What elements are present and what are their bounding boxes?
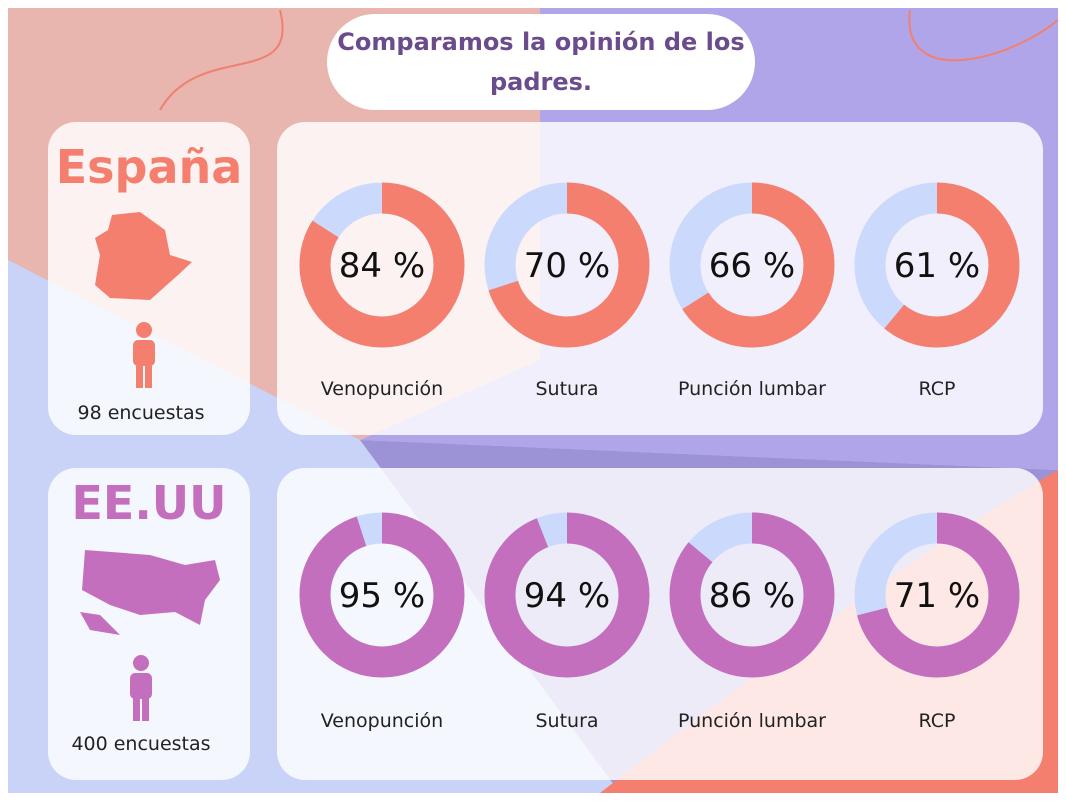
category-label: Venopunción xyxy=(321,710,443,732)
donut-arc xyxy=(299,182,465,348)
donut-arc xyxy=(669,512,835,678)
survey-count: 400 encuestas xyxy=(71,733,211,755)
value-label: 71 % xyxy=(894,576,980,616)
survey-count: 98 encuestas xyxy=(77,402,205,424)
category-label: RCP xyxy=(919,710,956,732)
category-label: Punción lumbar xyxy=(678,378,826,400)
value-label: 94 % xyxy=(524,576,610,616)
donut-arc xyxy=(484,182,650,348)
value-label: 84 % xyxy=(339,246,425,286)
category-label: Venopunción xyxy=(321,378,443,400)
country-name: EE.UU xyxy=(71,476,227,530)
value-label: 70 % xyxy=(524,246,610,286)
category-label: Sutura xyxy=(535,710,598,732)
donut-arc xyxy=(669,182,835,348)
category-label: RCP xyxy=(919,378,956,400)
value-label: 61 % xyxy=(894,246,980,286)
category-label: Sutura xyxy=(535,378,598,400)
donut-arc xyxy=(854,512,1020,678)
category-label: Punción lumbar xyxy=(678,710,826,732)
donut-arc xyxy=(484,512,650,678)
bg-curve xyxy=(908,9,1059,62)
person-icon xyxy=(130,655,152,721)
spain-map xyxy=(95,212,192,300)
value-label: 66 % xyxy=(709,246,795,286)
donut-arc xyxy=(854,182,1020,348)
title: Comparamos la opinión de los padres. xyxy=(337,28,745,96)
value-label: 95 % xyxy=(339,576,425,616)
chart-card xyxy=(277,122,1043,435)
country-card xyxy=(48,468,250,780)
usa-map xyxy=(80,550,220,635)
title-pill: Comparamos la opinión de los padres. xyxy=(327,14,755,110)
bg-curve xyxy=(159,9,284,111)
value-label: 86 % xyxy=(709,576,795,616)
person-icon xyxy=(133,322,155,388)
country-name: España xyxy=(55,140,243,194)
donut-arc xyxy=(299,512,465,678)
